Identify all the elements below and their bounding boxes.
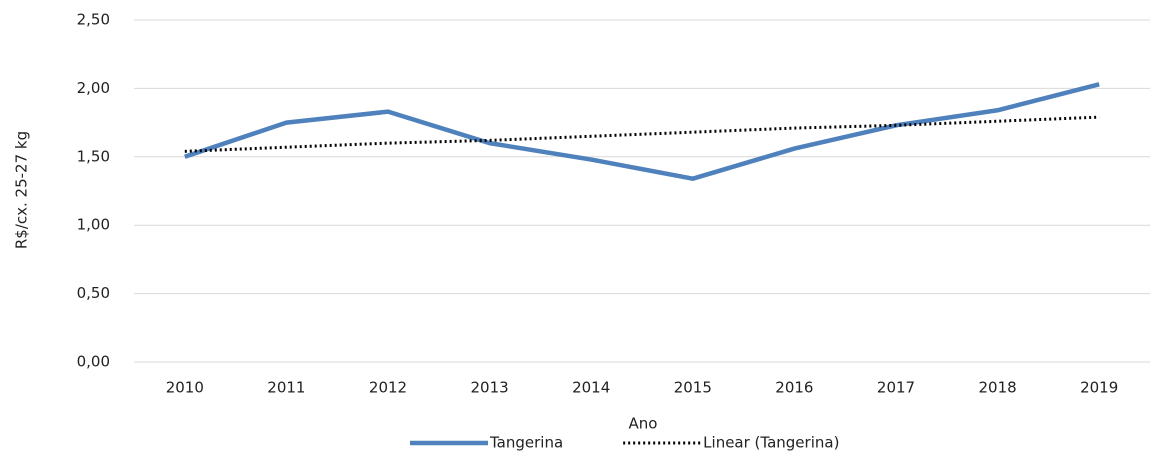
data-line	[184, 82, 1100, 181]
x-tick-label: 2010	[166, 379, 204, 397]
x-tick-label: 2014	[572, 379, 610, 397]
y-tick-label: 0,00	[77, 353, 110, 371]
x-tick-label: 2015	[674, 379, 712, 397]
x-tick-label: 2017	[877, 379, 915, 397]
y-tick-label: 1,50	[77, 147, 110, 165]
x-tick-label: 2012	[369, 379, 407, 397]
y-tick-label: 0,50	[77, 284, 110, 302]
legend-label: Linear (Tangerina)	[703, 434, 839, 452]
x-tick-label: 2019	[1080, 379, 1118, 397]
data-line	[184, 115, 1100, 153]
x-tick-label: 2018	[979, 379, 1017, 397]
x-tick-label: 2013	[471, 379, 509, 397]
y-axis-title: R$/cx. 25-27 kg	[13, 131, 31, 249]
legend-label: Tangerina	[489, 434, 563, 452]
x-tick-label: 2016	[775, 379, 813, 397]
x-axis-title: Ano	[629, 415, 658, 433]
y-tick-label: 2,50	[77, 11, 110, 29]
y-tick-label: 1,00	[77, 216, 110, 234]
y-tick-label: 2,00	[77, 79, 110, 97]
x-tick-label: 2011	[267, 379, 305, 397]
